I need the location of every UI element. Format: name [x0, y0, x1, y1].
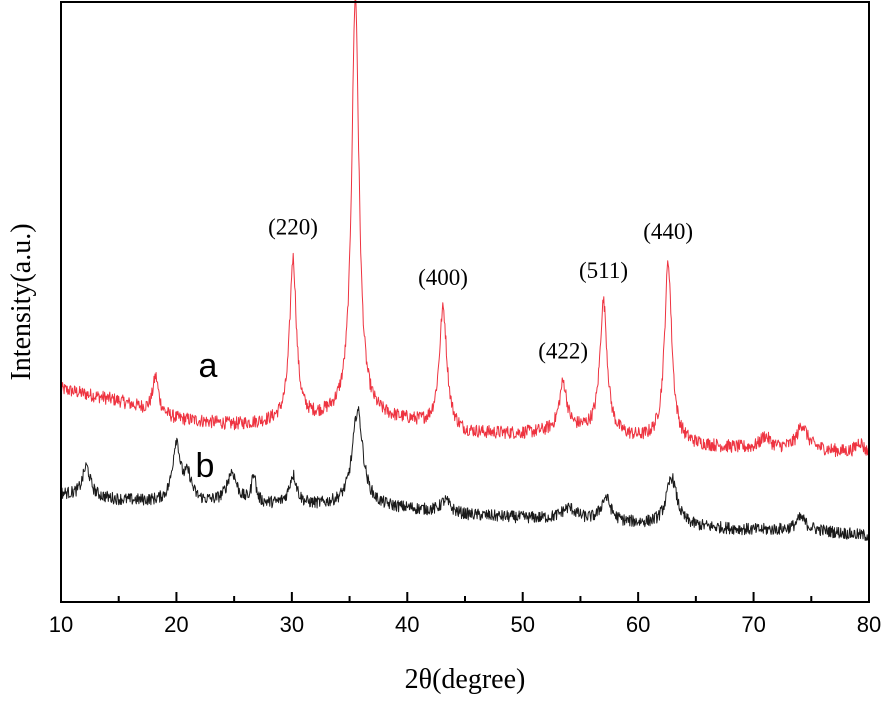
- series-layer: [60, 0, 870, 541]
- x-tick-label: 80: [857, 612, 881, 637]
- peak-label: (400): [418, 265, 468, 290]
- x-tick-label: 30: [280, 612, 304, 637]
- x-tick-label: 40: [395, 612, 419, 637]
- label-layer: (220)(311)(400)(422)(511)(440)ab: [196, 215, 694, 485]
- x-tick-label: 50: [510, 612, 534, 637]
- series-label-a: a: [199, 347, 218, 385]
- peak-label: (511): [579, 258, 628, 283]
- peak-label: (422): [538, 339, 588, 364]
- x-tick-label: 20: [164, 612, 188, 637]
- series-line-a: [60, 0, 870, 458]
- series-line-b: [60, 406, 869, 541]
- x-tick-label: 60: [626, 612, 650, 637]
- peak-label: (440): [643, 219, 693, 244]
- tick-layer: 10 20 30 40 50 60 70 80: [49, 592, 881, 637]
- series-label-b: b: [196, 447, 215, 485]
- x-axis-title: 2θ(degree): [405, 664, 526, 695]
- peak-label: (220): [268, 215, 318, 240]
- x-tick-label: 10: [49, 612, 73, 637]
- y-axis-title: Intensity(a.u.): [6, 223, 37, 380]
- x-tick-label: 70: [741, 612, 765, 637]
